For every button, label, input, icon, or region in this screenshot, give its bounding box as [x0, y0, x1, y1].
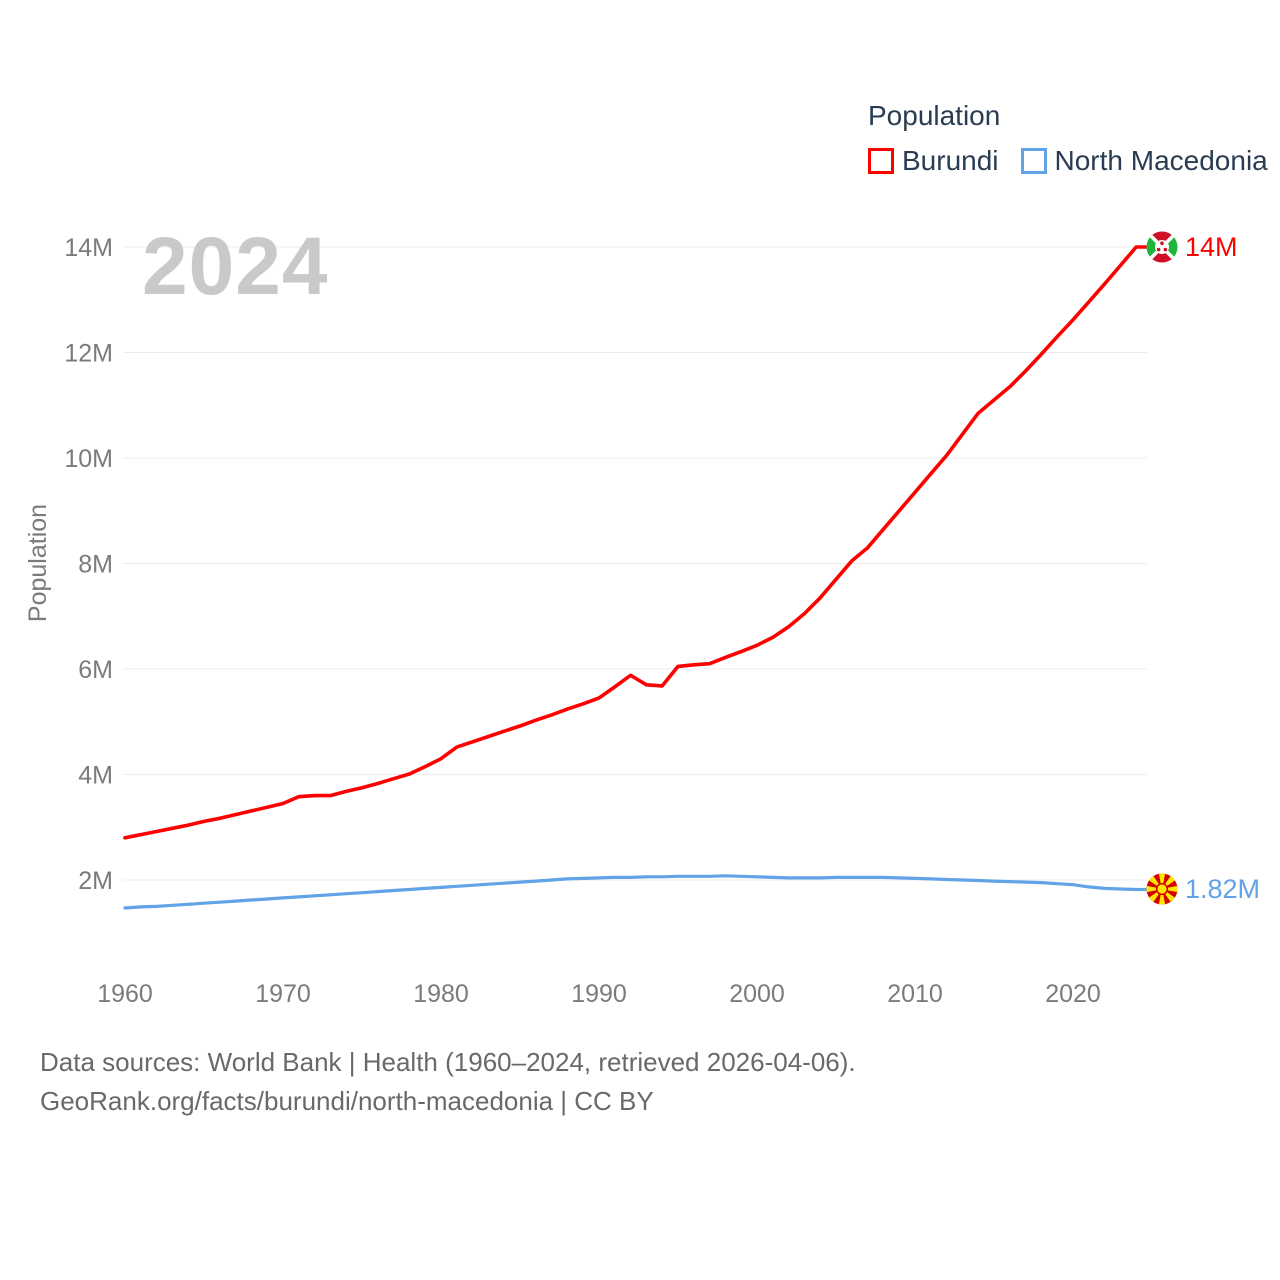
legend-item-burundi[interactable]: Burundi [868, 145, 999, 177]
legend-item-label: North Macedonia [1054, 145, 1268, 176]
legend-swatch-icon [1020, 148, 1047, 174]
x-tick-label: 2010 [887, 980, 943, 1008]
series-end-label-north-macedonia: 1.82M [1185, 873, 1261, 904]
burundi-flag-icon [1146, 231, 1178, 263]
x-tick-label: 1980 [413, 980, 469, 1008]
series-line-burundi [123, 245, 1152, 840]
series-line-north-macedonia [123, 874, 1152, 910]
north-macedonia-flag-icon [1146, 873, 1178, 905]
y-tick-label: 10M [64, 445, 113, 473]
y-tick-label: 14M [64, 234, 113, 262]
series-end-marker-burundi: 14M [1146, 231, 1238, 263]
series-end-label-burundi: 14M [1185, 231, 1238, 262]
y-tick-label: 4M [78, 762, 113, 790]
footer: Data sources: World Bank | Health (1960–… [40, 1043, 856, 1121]
legend-item-north-macedonia[interactable]: North Macedonia [1020, 145, 1268, 177]
x-tick-label: 1970 [255, 980, 311, 1008]
legend-title: Population [868, 100, 1001, 131]
y-tick-label: 2M [78, 867, 113, 895]
x-tick-label: 1990 [571, 980, 627, 1008]
footer-data-sources: Data sources: World Bank | Health (1960–… [40, 1047, 856, 1077]
legend-items: Burundi North Macedonia [868, 145, 1268, 177]
series-end-marker-north-macedonia: 1.82M [1146, 873, 1260, 905]
x-tick-label: 2000 [729, 980, 785, 1008]
legend: Population Burundi North Macedonia [868, 100, 1268, 177]
y-tick-label: 8M [78, 551, 113, 579]
x-tick-label: 2020 [1045, 980, 1101, 1008]
watermark-year: 2024 [142, 221, 329, 312]
x-tick-label: 1960 [97, 980, 153, 1008]
legend-swatch-icon [868, 148, 894, 174]
y-tick-label: 12M [64, 340, 113, 368]
y-axis-title: Population [24, 504, 52, 622]
legend-item-label: Burundi [902, 145, 999, 176]
y-tick-label: 6M [78, 656, 113, 684]
footer-attribution: GeoRank.org/facts/burundi/north-macedoni… [40, 1086, 654, 1116]
